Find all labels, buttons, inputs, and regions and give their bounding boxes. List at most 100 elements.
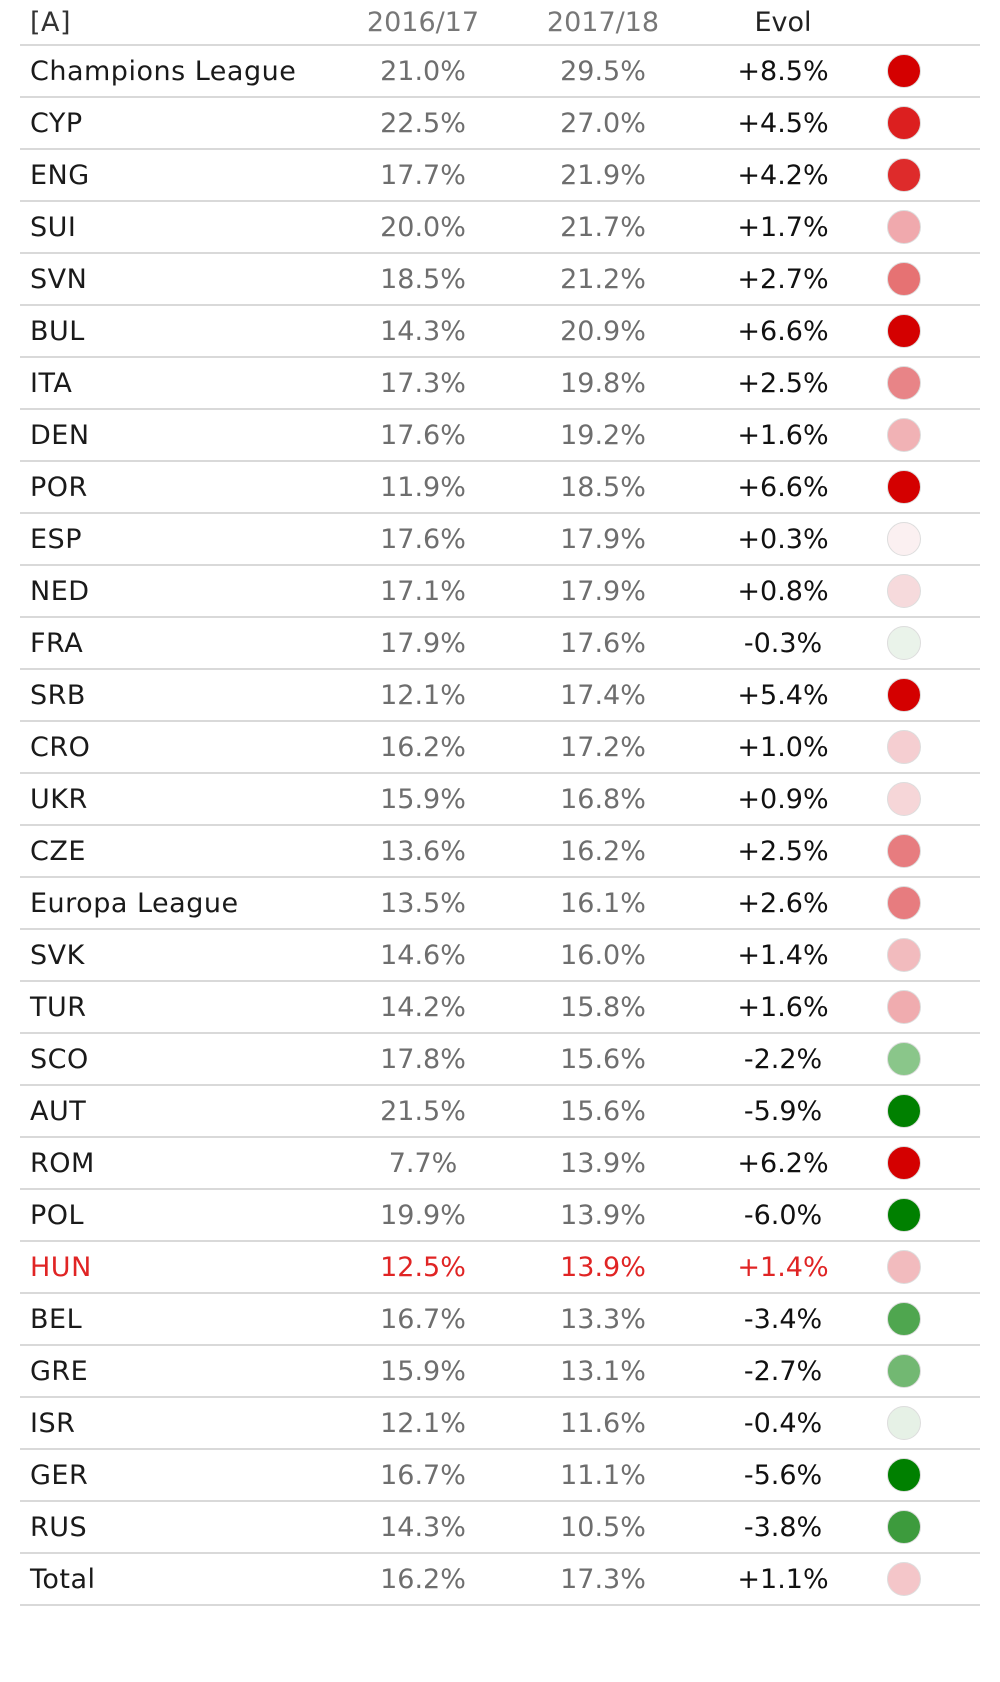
row-label: CYP xyxy=(30,107,83,139)
value-2017-18: 13.1% xyxy=(560,1355,646,1387)
evol-indicator-dot xyxy=(887,1250,921,1284)
table-row: ROM 7.7% 13.9% +6.2% xyxy=(20,1138,980,1190)
evol-indicator-dot xyxy=(887,1042,921,1076)
value-2017-18: 13.9% xyxy=(560,1147,646,1179)
header-2017-18: 2017/18 xyxy=(546,6,660,38)
row-label: GRE xyxy=(30,1355,89,1387)
evol-indicator-dot xyxy=(887,314,921,348)
evol-value: +2.5% xyxy=(737,835,829,867)
table-row: Total 16.2% 17.3% +1.1% xyxy=(20,1554,980,1606)
row-label: ITA xyxy=(30,367,73,399)
evol-indicator-dot xyxy=(887,1146,921,1180)
table-row: SVN 18.5% 21.2% +2.7% xyxy=(20,254,980,306)
evol-value: +1.0% xyxy=(737,731,829,763)
evol-indicator-dot xyxy=(887,574,921,608)
value-2017-18: 15.6% xyxy=(560,1095,646,1127)
value-2017-18: 17.3% xyxy=(560,1563,646,1595)
evol-value: +0.9% xyxy=(737,783,829,815)
evol-indicator-dot xyxy=(887,54,921,88)
value-2017-18: 13.9% xyxy=(560,1199,646,1231)
evol-value: -5.6% xyxy=(743,1459,823,1491)
value-2016-17: 12.5% xyxy=(380,1251,466,1283)
evol-indicator-dot xyxy=(887,1354,921,1388)
header-2016-17: 2016/17 xyxy=(366,6,480,38)
evol-value: +6.2% xyxy=(737,1147,829,1179)
row-label: Europa League xyxy=(30,887,239,919)
row-label: NED xyxy=(30,575,90,607)
row-label: GER xyxy=(30,1459,89,1491)
table-row: Europa League 13.5% 16.1% +2.6% xyxy=(20,878,980,930)
evol-value: +1.1% xyxy=(737,1563,829,1595)
evol-indicator-dot xyxy=(887,626,921,660)
value-2017-18: 19.8% xyxy=(560,367,646,399)
table-row: SRB 12.1% 17.4% +5.4% xyxy=(20,670,980,722)
table-row: TUR 14.2% 15.8% +1.6% xyxy=(20,982,980,1034)
value-2016-17: 17.9% xyxy=(380,627,466,659)
value-2016-17: 20.0% xyxy=(380,211,466,243)
table-row: ISR 12.1% 11.6% -0.4% xyxy=(20,1398,980,1450)
value-2017-18: 19.2% xyxy=(560,419,646,451)
evol-indicator-dot xyxy=(887,470,921,504)
table-row: GER 16.7% 11.1% -5.6% xyxy=(20,1450,980,1502)
value-2017-18: 10.5% xyxy=(560,1511,646,1543)
value-2016-17: 16.7% xyxy=(380,1303,466,1335)
evol-indicator-dot xyxy=(887,210,921,244)
header-evol: Evol xyxy=(754,6,812,38)
value-2017-18: 17.9% xyxy=(560,575,646,607)
table-header: [A] 2016/17 2017/18 Evol xyxy=(20,0,980,46)
value-2016-17: 11.9% xyxy=(380,471,466,503)
evol-indicator-dot xyxy=(887,1510,921,1544)
evol-indicator-dot xyxy=(887,366,921,400)
evol-value: +0.8% xyxy=(737,575,829,607)
row-label: DEN xyxy=(30,419,90,451)
value-2017-18: 20.9% xyxy=(560,315,646,347)
table-row: POR 11.9% 18.5% +6.6% xyxy=(20,462,980,514)
table-body: Champions League 21.0% 29.5% +8.5% CYP 22.5% 2… xyxy=(20,46,980,1606)
evol-value: +8.5% xyxy=(737,55,829,87)
value-2017-18: 27.0% xyxy=(560,107,646,139)
evol-indicator-dot xyxy=(887,106,921,140)
value-2016-17: 17.1% xyxy=(380,575,466,607)
value-2017-18: 11.6% xyxy=(560,1407,646,1439)
value-2016-17: 19.9% xyxy=(380,1199,466,1231)
value-2017-18: 15.6% xyxy=(560,1043,646,1075)
evol-indicator-dot xyxy=(887,1458,921,1492)
evol-indicator-dot xyxy=(887,1562,921,1596)
value-2017-18: 16.2% xyxy=(560,835,646,867)
evol-value: +2.6% xyxy=(737,887,829,919)
row-label: POR xyxy=(30,471,88,503)
value-2017-18: 17.4% xyxy=(560,679,646,711)
row-label: ROM xyxy=(30,1147,95,1179)
row-label: RUS xyxy=(30,1511,88,1543)
row-label: SVK xyxy=(30,939,85,971)
evol-indicator-dot xyxy=(887,1406,921,1440)
evol-value: +0.3% xyxy=(737,523,829,555)
table-row: DEN 17.6% 19.2% +1.6% xyxy=(20,410,980,462)
evol-value: -5.9% xyxy=(743,1095,823,1127)
value-2016-17: 15.9% xyxy=(380,783,466,815)
value-2016-17: 13.5% xyxy=(380,887,466,919)
row-label: HUN xyxy=(30,1251,92,1283)
evol-value: +1.4% xyxy=(737,939,829,971)
evol-indicator-dot xyxy=(887,938,921,972)
evol-indicator-dot xyxy=(887,1094,921,1128)
row-label: SUI xyxy=(30,211,77,243)
value-2016-17: 21.0% xyxy=(380,55,466,87)
evol-indicator-dot xyxy=(887,678,921,712)
table-row: RUS 14.3% 10.5% -3.8% xyxy=(20,1502,980,1554)
evol-value: +2.5% xyxy=(737,367,829,399)
row-label: BEL xyxy=(30,1303,83,1335)
evol-value: +5.4% xyxy=(737,679,829,711)
row-label: AUT xyxy=(30,1095,87,1127)
value-2016-17: 15.9% xyxy=(380,1355,466,1387)
table-row: NED 17.1% 17.9% +0.8% xyxy=(20,566,980,618)
value-2017-18: 29.5% xyxy=(560,55,646,87)
value-2017-18: 17.9% xyxy=(560,523,646,555)
evol-indicator-dot xyxy=(887,418,921,452)
evol-indicator-dot xyxy=(887,158,921,192)
row-label: TUR xyxy=(30,991,87,1023)
table-row: CRO 16.2% 17.2% +1.0% xyxy=(20,722,980,774)
table-row: GRE 15.9% 13.1% -2.7% xyxy=(20,1346,980,1398)
row-label: CZE xyxy=(30,835,86,867)
table-row: CZE 13.6% 16.2% +2.5% xyxy=(20,826,980,878)
